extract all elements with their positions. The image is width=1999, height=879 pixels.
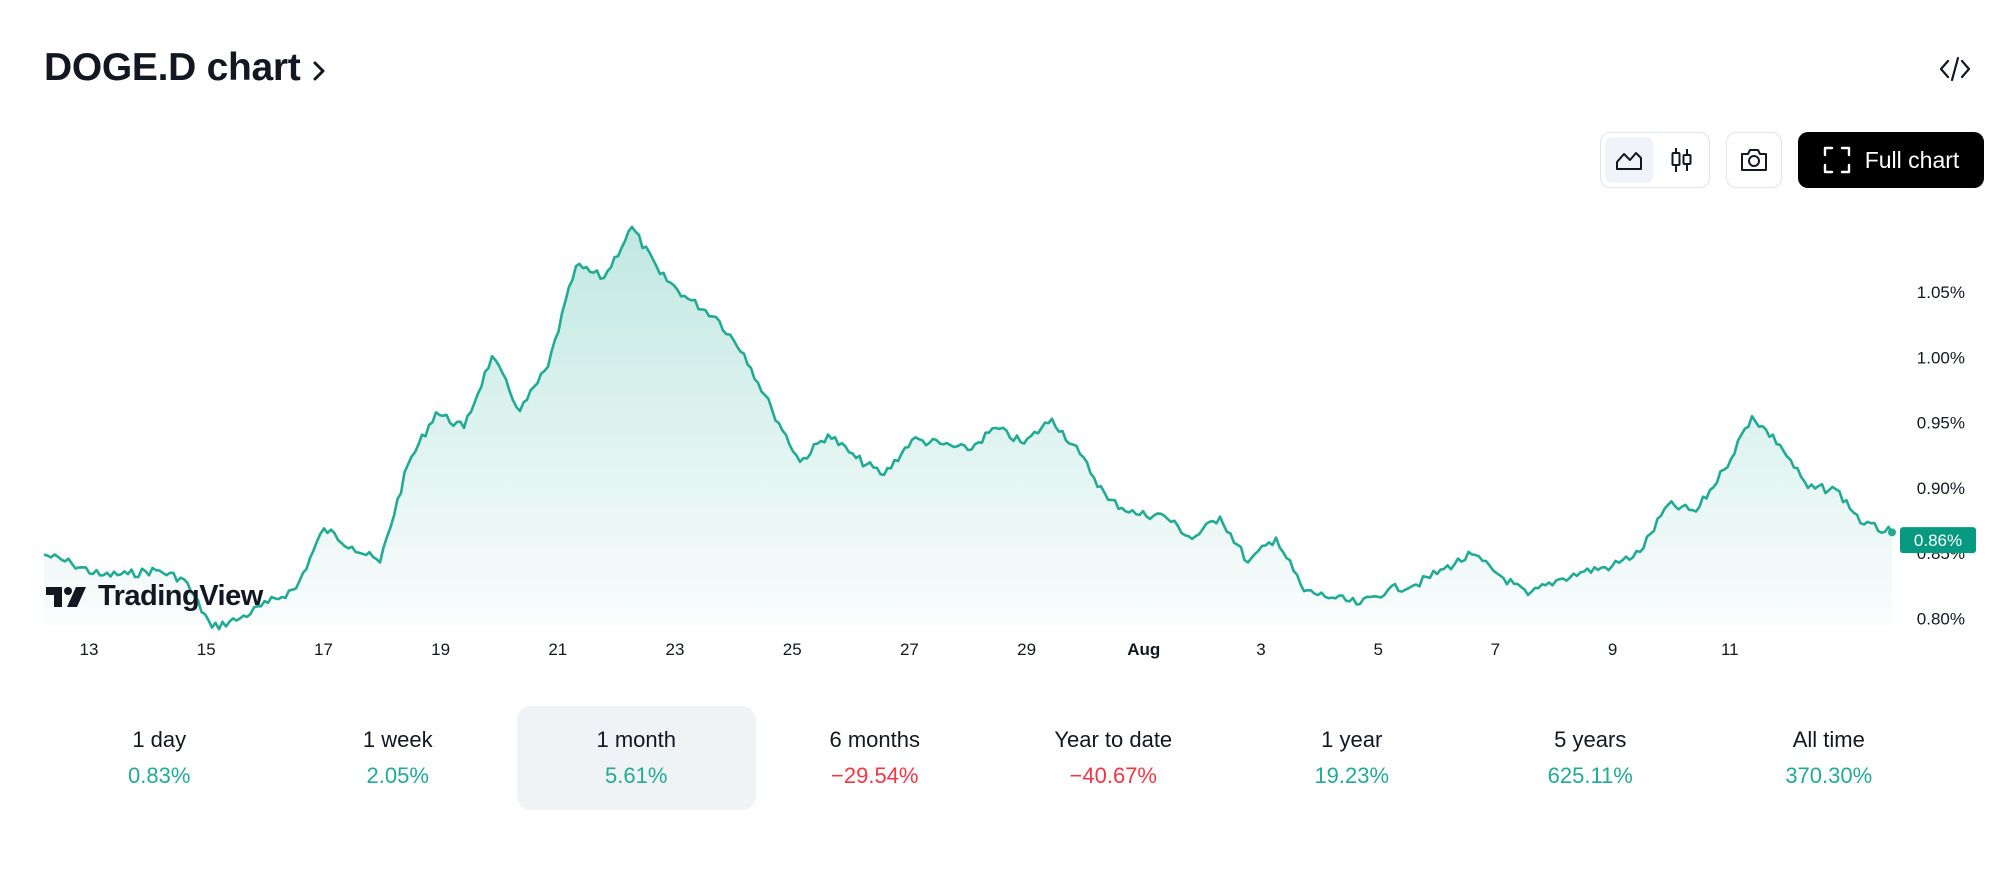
period-change-value: 2.05% [366, 763, 429, 788]
period-change-value: 5.61% [605, 763, 668, 788]
period-change-value: 625.11% [1547, 763, 1633, 788]
last-price-tag [1900, 527, 1976, 554]
chart-type-switcher [1600, 132, 1710, 188]
period-change-value: 0.83% [128, 763, 191, 788]
y-tick-label: 0.90% [1917, 479, 1965, 498]
embed-code-icon[interactable] [1938, 52, 1972, 86]
area-chart-button[interactable] [1605, 137, 1653, 183]
period-label: 5 years [1554, 727, 1627, 752]
snapshot-button[interactable] [1726, 132, 1782, 188]
x-tick-label: 17 [314, 640, 333, 659]
period-change-value: −29.54% [831, 763, 919, 788]
period-change-value: 19.23% [1314, 763, 1390, 788]
period-option[interactable]: 5 years 625.11% [1471, 706, 1710, 810]
chevron-right-icon [313, 61, 325, 81]
candles-chart-button[interactable] [1657, 137, 1705, 183]
last-price-label: 0.86% [1914, 531, 1962, 550]
chart-title-link[interactable]: DOGE.D chart [44, 46, 330, 90]
area-chart-icon [1616, 152, 1642, 170]
x-tick-label: 13 [80, 640, 99, 659]
period-label: 6 months [829, 727, 921, 752]
chart-toolbar: Full chart [1600, 132, 1984, 188]
last-price-dot [1888, 528, 1896, 537]
x-tick-label: 29 [1017, 640, 1036, 659]
candles-icon [1671, 148, 1692, 172]
tradingview-logo-icon [46, 586, 86, 607]
period-change-value: −40.67% [1069, 763, 1157, 788]
period-option[interactable]: 1 month 5.61% [517, 706, 756, 810]
page-title: DOGE.D chart [44, 46, 301, 89]
x-tick-label: 27 [900, 640, 919, 659]
x-tick-label: Aug [1127, 640, 1160, 659]
period-option[interactable]: All time 370.30% [1710, 706, 1949, 810]
period-label: 1 week [362, 727, 433, 752]
period-option[interactable]: 6 months −29.54% [756, 706, 995, 810]
price-area-fill [44, 227, 1892, 630]
period-label: All time [1792, 727, 1865, 752]
period-label: 1 month [596, 727, 677, 752]
period-label: Year to date [1054, 727, 1173, 752]
x-tick-label: 7 [1491, 640, 1500, 659]
x-tick-label: 5 [1373, 640, 1382, 659]
price-chart[interactable]: 1.05% 1.00% 0.95% 0.90% 0.85% 0.80% 13 15 17 19 2… [0, 200, 1999, 670]
period-label: 1 day [132, 727, 187, 752]
x-tick-label: 9 [1608, 640, 1617, 659]
x-tick-label: 11 [1721, 640, 1739, 659]
period-selector: 1 day 0.83% 1 week 2.05% 1 month 5.61% 6 month… [40, 706, 1948, 810]
period-option[interactable]: 1 week 2.05% [279, 706, 518, 810]
y-tick-label: 1.05% [1917, 283, 1965, 302]
period-label: 1 year [1321, 727, 1383, 752]
y-tick-label: 1.00% [1917, 348, 1965, 367]
period-option[interactable]: 1 year 19.23% [1233, 706, 1472, 810]
y-tick-label: 0.95% [1917, 414, 1965, 433]
tradingview-logo: TradingView [46, 580, 263, 613]
x-tick-label: 3 [1256, 640, 1265, 659]
full-chart-label: Full chart [1864, 146, 1960, 173]
price-chart-svg: 1.05%1.00%0.95%0.90%0.85%0.80% 13 15 17 19 2… [43, 225, 1976, 659]
x-tick-label: 25 [783, 640, 802, 659]
full-chart-button[interactable]: Full chart [1798, 132, 1984, 188]
tradingview-logo-text: TradingView [98, 580, 263, 612]
period-option[interactable]: Year to date −40.67% [994, 706, 1233, 810]
x-tick-label: 23 [666, 640, 685, 659]
x-tick-label: 15 [197, 640, 216, 659]
period-change-value: 370.30% [1785, 763, 1873, 788]
x-tick-label: 19 [431, 640, 450, 659]
price-line [43, 225, 1894, 631]
period-option[interactable]: 1 day 0.83% [40, 706, 279, 810]
x-tick-label: 21 [548, 640, 567, 659]
camera-icon [1741, 149, 1767, 171]
y-tick-label: 0.80% [1917, 609, 1965, 628]
fullscreen-icon [1823, 146, 1850, 174]
